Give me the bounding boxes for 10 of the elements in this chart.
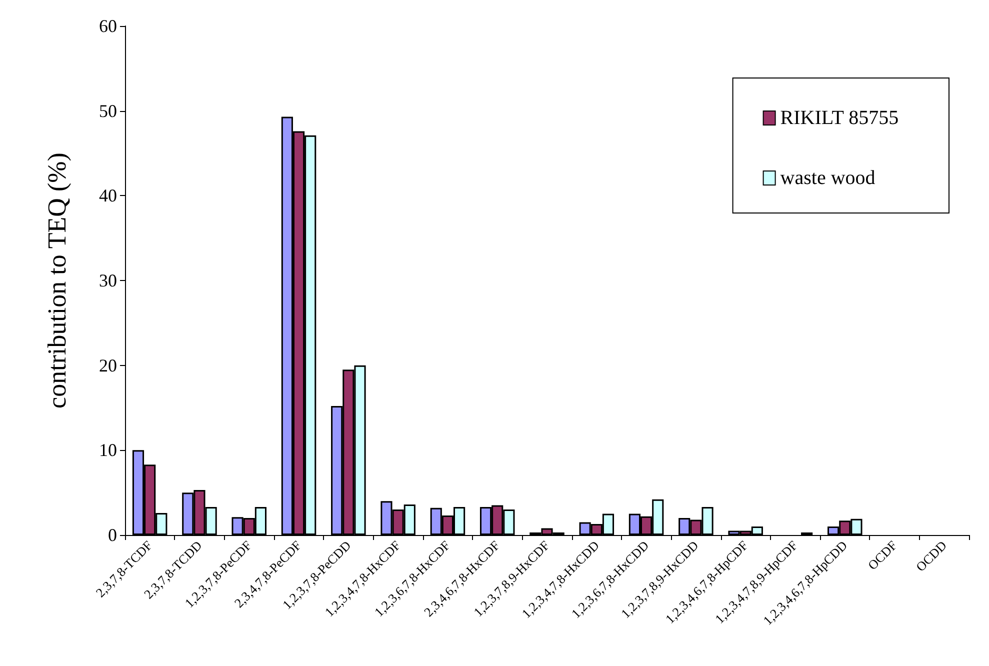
y-tick-label: 20 <box>99 355 117 376</box>
y-tick-label: 60 <box>99 16 117 36</box>
legend-label: RIKILT 85755 <box>780 107 899 129</box>
y-tick-label: 50 <box>99 100 117 121</box>
y-tick-label: 30 <box>99 270 117 290</box>
legend-label: waste wood <box>780 167 876 189</box>
y-tick-label: 10 <box>99 440 117 460</box>
y-tick-label: 0 <box>108 525 117 545</box>
y-tick-label: 40 <box>99 186 117 206</box>
y-axis-title: contribution to TEQ (%) <box>42 152 72 408</box>
